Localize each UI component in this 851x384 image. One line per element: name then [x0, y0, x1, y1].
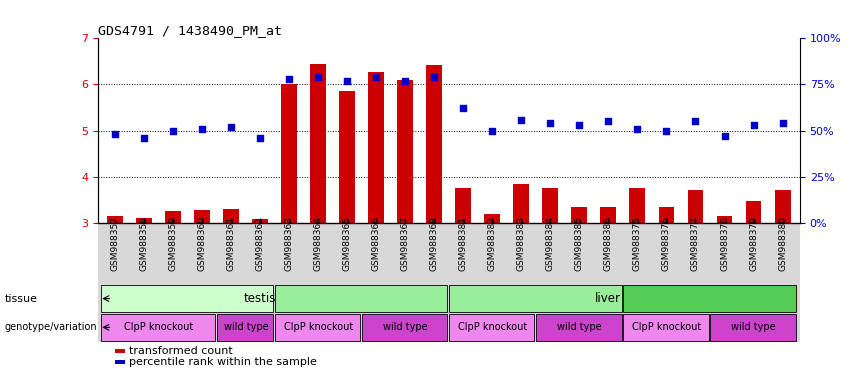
- Point: [254, 135, 267, 141]
- Bar: [572, 207, 587, 223]
- Point: [688, 118, 702, 124]
- Point: [660, 127, 673, 134]
- Point: [311, 74, 325, 80]
- Bar: [107, 216, 123, 223]
- Bar: [717, 216, 733, 223]
- Point: [108, 131, 122, 137]
- Point: [457, 105, 471, 111]
- Point: [602, 118, 615, 124]
- Text: wild type: wild type: [383, 322, 428, 333]
- Bar: [659, 207, 675, 223]
- Bar: [774, 190, 791, 223]
- Bar: [397, 80, 414, 223]
- Bar: [623, 285, 796, 312]
- Bar: [601, 207, 616, 223]
- Text: wild type: wild type: [557, 322, 602, 333]
- Point: [138, 135, 151, 141]
- Point: [283, 76, 296, 82]
- Bar: [688, 190, 704, 223]
- Point: [746, 122, 760, 128]
- Bar: [368, 71, 385, 223]
- Bar: [513, 184, 529, 223]
- Bar: [484, 214, 500, 223]
- Bar: [542, 188, 558, 223]
- Point: [486, 127, 500, 134]
- Text: wild type: wild type: [224, 322, 268, 333]
- Bar: [448, 314, 534, 341]
- Text: ClpP knockout: ClpP knockout: [631, 322, 701, 333]
- Point: [398, 78, 412, 84]
- Bar: [362, 314, 448, 341]
- Bar: [136, 218, 152, 223]
- Text: ClpP knockout: ClpP knockout: [124, 322, 193, 333]
- Text: tissue: tissue: [4, 293, 37, 304]
- Bar: [745, 200, 762, 223]
- Bar: [275, 285, 448, 312]
- Bar: [275, 314, 361, 341]
- Bar: [340, 91, 356, 223]
- Text: ClpP knockout: ClpP knockout: [458, 322, 527, 333]
- Point: [369, 74, 383, 80]
- Text: genotype/variation: genotype/variation: [4, 322, 97, 333]
- Bar: [536, 314, 621, 341]
- Point: [631, 126, 644, 132]
- Bar: [630, 188, 645, 223]
- Bar: [100, 285, 273, 312]
- Bar: [455, 188, 471, 223]
- Point: [544, 120, 557, 126]
- Point: [776, 120, 790, 126]
- Point: [573, 122, 586, 128]
- Point: [515, 116, 528, 122]
- Bar: [311, 64, 326, 223]
- Point: [427, 74, 441, 80]
- Bar: [426, 65, 443, 223]
- Bar: [710, 314, 796, 341]
- Text: testis: testis: [243, 292, 276, 305]
- Bar: [217, 314, 273, 341]
- Point: [167, 127, 180, 134]
- Text: ClpP knockout: ClpP knockout: [283, 322, 353, 333]
- Point: [340, 78, 354, 84]
- Text: wild type: wild type: [731, 322, 776, 333]
- Point: [225, 124, 238, 130]
- Bar: [282, 84, 297, 223]
- Bar: [623, 314, 709, 341]
- Text: liver: liver: [595, 292, 620, 305]
- Bar: [448, 285, 621, 312]
- Text: GDS4791 / 1438490_PM_at: GDS4791 / 1438490_PM_at: [98, 24, 282, 37]
- Text: transformed count: transformed count: [129, 346, 233, 356]
- Bar: [253, 219, 268, 223]
- Point: [196, 126, 209, 132]
- Bar: [223, 209, 239, 223]
- Bar: [165, 211, 181, 223]
- Bar: [100, 314, 215, 341]
- Point: [717, 133, 731, 139]
- Bar: [194, 210, 210, 223]
- Text: percentile rank within the sample: percentile rank within the sample: [129, 357, 317, 367]
